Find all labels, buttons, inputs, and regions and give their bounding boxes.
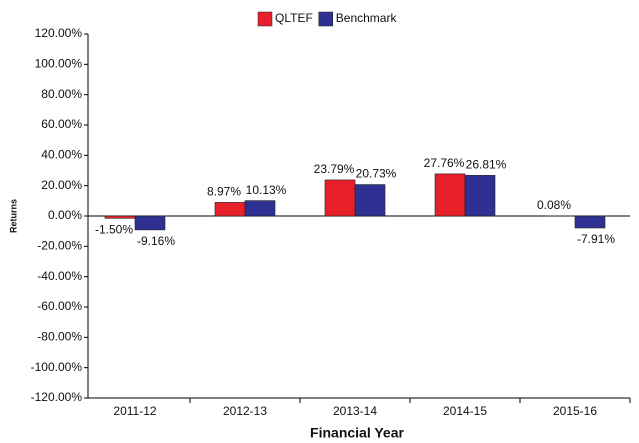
legend-swatch [257, 11, 273, 27]
bar [244, 200, 276, 217]
data-label: -7.91% [577, 232, 615, 246]
legend-swatch [318, 11, 334, 27]
x-tick-label: 2013-14 [333, 404, 377, 418]
bar [324, 179, 356, 217]
y-tick-label: 0.00% [48, 208, 82, 222]
bar [574, 215, 606, 229]
x-tick-label: 2015-16 [553, 404, 597, 418]
y-tick-label: 20.00% [41, 178, 82, 192]
y-axis-label: Returns [8, 199, 18, 233]
y-tick-label: 100.00% [35, 57, 83, 71]
data-label: 27.76% [424, 156, 465, 170]
data-label: 26.81% [466, 158, 507, 172]
y-tick-label: -40.00% [37, 269, 82, 283]
bar [134, 215, 166, 231]
data-label: 20.73% [356, 167, 397, 181]
y-tick-label: -100.00% [31, 360, 83, 374]
legend-label: QLTEF [275, 11, 313, 25]
bar [354, 184, 386, 217]
y-tick-label: -80.00% [37, 330, 82, 344]
data-label: 8.97% [207, 185, 241, 199]
data-label: 23.79% [314, 162, 355, 176]
y-tick-label: -120.00% [31, 390, 83, 404]
bar [214, 202, 246, 217]
data-label: 10.13% [246, 183, 287, 197]
y-tick-label: -60.00% [37, 299, 82, 313]
x-tick-label: 2011-12 [113, 404, 156, 418]
y-tick-label: 120.00% [35, 26, 83, 40]
data-label: 0.08% [537, 198, 571, 212]
bar [464, 175, 496, 217]
bar [434, 173, 466, 217]
bar [104, 215, 136, 219]
data-label: -1.50% [95, 222, 133, 236]
y-tick-label: -20.00% [37, 239, 82, 253]
y-tick-label: 60.00% [41, 117, 82, 131]
x-axis-label: Financial Year [310, 425, 404, 441]
y-tick-label: 80.00% [41, 87, 82, 101]
legend-label: Benchmark [336, 11, 398, 25]
data-label: -9.16% [137, 234, 175, 248]
x-tick-label: 2012-13 [223, 404, 267, 418]
x-tick-label: 2014-15 [443, 404, 487, 418]
y-tick-label: 40.00% [41, 148, 82, 162]
